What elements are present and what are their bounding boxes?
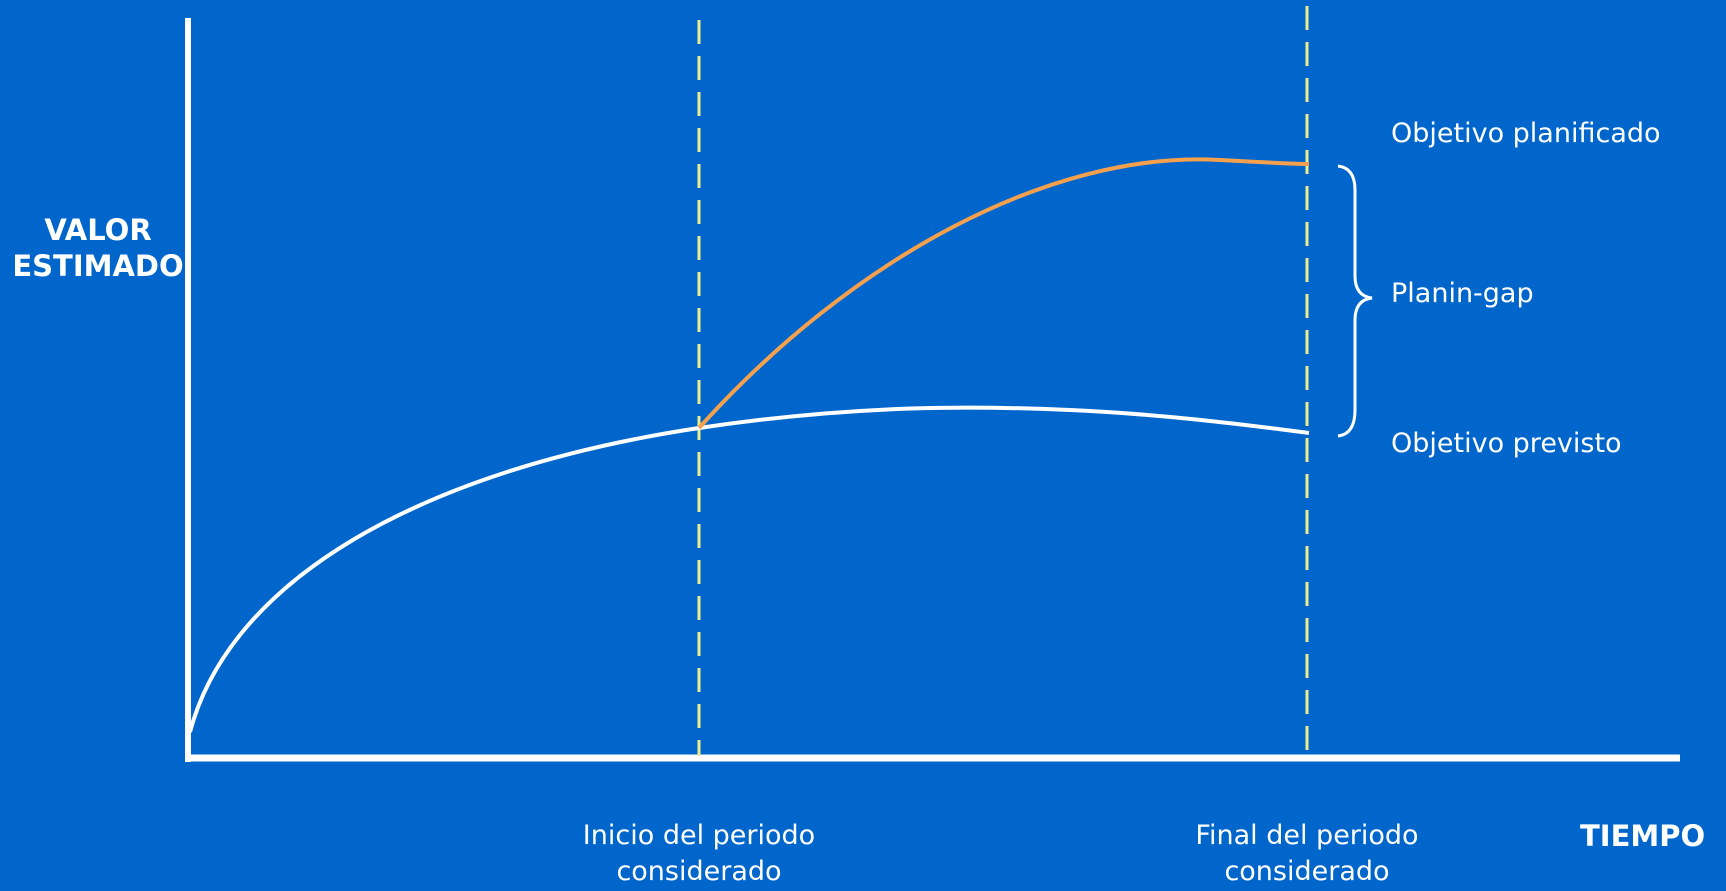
period-end-label: Final del periodo considerado bbox=[1157, 818, 1457, 890]
period-end-label-line1: Final del periodo bbox=[1195, 820, 1419, 851]
period-end-label-line2: considerado bbox=[1224, 856, 1390, 887]
gap-brace bbox=[1337, 164, 1373, 438]
period-start-label-line1: Inicio del periodo bbox=[582, 820, 816, 851]
y-axis-label-line2: ESTIMADO bbox=[12, 249, 184, 283]
period-start-label: Inicio del periodo considerado bbox=[549, 818, 849, 890]
y-axis-label: VALOR ESTIMADO bbox=[8, 212, 188, 284]
planning-gap-label: Planin-gap bbox=[1391, 278, 1534, 309]
x-axis-label: TIEMPO bbox=[1580, 819, 1706, 853]
forecast-curve bbox=[188, 405, 1310, 733]
period-start-label-line2: considerado bbox=[616, 856, 782, 887]
forecast-objective-label: Objetivo previsto bbox=[1391, 428, 1622, 459]
planned-objective-label: Objetivo planificado bbox=[1391, 118, 1661, 149]
planned-curve bbox=[697, 157, 1310, 430]
y-axis-label-line1: VALOR bbox=[44, 213, 152, 247]
